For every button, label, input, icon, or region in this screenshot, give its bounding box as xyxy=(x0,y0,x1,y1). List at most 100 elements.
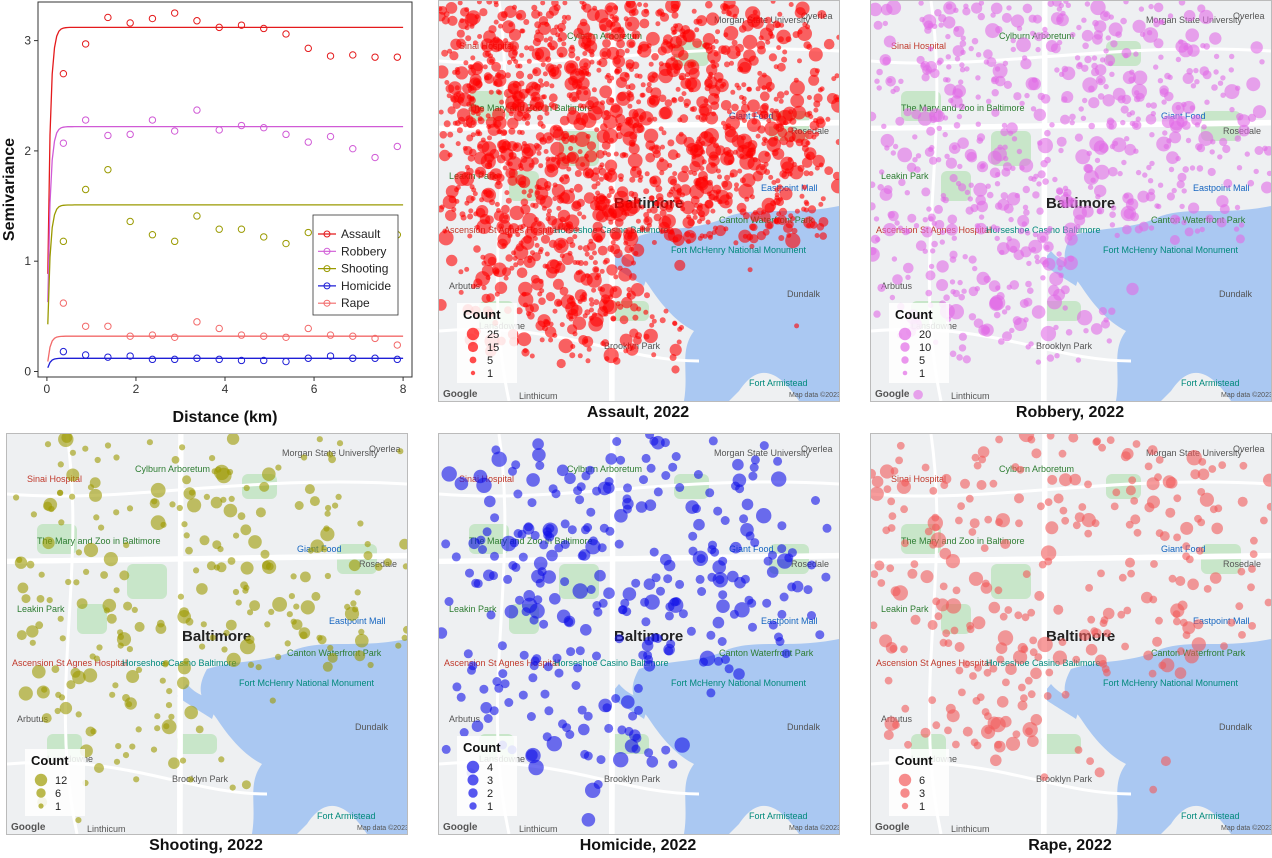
crime-point xyxy=(264,621,271,628)
crime-point xyxy=(773,135,779,141)
crime-point xyxy=(221,646,228,653)
crime-point xyxy=(985,183,991,189)
crime-point xyxy=(901,704,910,713)
crime-point xyxy=(324,510,331,517)
crime-point xyxy=(968,571,984,586)
crime-point xyxy=(776,91,785,99)
crime-point xyxy=(1026,260,1032,267)
crime-point xyxy=(802,22,808,27)
crime-point xyxy=(607,245,615,253)
crime-point xyxy=(1027,735,1039,747)
crime-point xyxy=(1235,602,1244,611)
crime-point xyxy=(636,99,642,105)
point-assault xyxy=(81,40,90,48)
crime-point xyxy=(619,333,633,347)
point-assault xyxy=(260,24,268,33)
crime-point xyxy=(94,456,101,464)
crime-point xyxy=(775,22,781,28)
legend-key xyxy=(38,803,44,809)
crime-point xyxy=(1056,16,1062,23)
crime-point xyxy=(1002,162,1012,172)
crime-point xyxy=(886,564,895,573)
crime-point xyxy=(1177,647,1185,656)
crime-point xyxy=(901,539,909,548)
crime-point xyxy=(910,614,921,625)
crime-point xyxy=(921,463,930,472)
crime-point xyxy=(519,28,525,34)
crime-point xyxy=(223,629,230,636)
crime-point xyxy=(324,572,331,580)
crime-point xyxy=(1033,108,1046,122)
point-rape xyxy=(282,333,290,341)
map-label-arbutus: Arbutus xyxy=(17,714,49,724)
crime-point xyxy=(749,463,759,472)
crime-point xyxy=(747,267,753,273)
crime-point xyxy=(526,749,538,761)
crime-point xyxy=(639,18,650,29)
crime-point xyxy=(936,125,942,131)
crime-point xyxy=(992,63,1008,79)
crime-point xyxy=(803,585,813,595)
crime-point xyxy=(508,127,516,135)
crime-point xyxy=(641,9,650,18)
crime-point xyxy=(706,191,712,197)
crime-point xyxy=(83,568,90,575)
crime-point xyxy=(472,40,478,46)
crime-point xyxy=(1074,133,1083,142)
map-label-linthicum: Linthicum xyxy=(87,824,126,834)
point-assault xyxy=(193,17,201,25)
crime-point xyxy=(497,641,507,651)
crime-point xyxy=(462,145,468,151)
crime-point xyxy=(479,197,485,203)
crime-point xyxy=(972,265,978,272)
crime-point xyxy=(801,145,809,152)
crime-point xyxy=(989,296,1003,310)
crime-point xyxy=(950,95,963,108)
crime-point xyxy=(1103,48,1109,54)
crime-point xyxy=(526,58,532,64)
crime-point xyxy=(741,100,747,105)
crime-point xyxy=(924,26,932,34)
crime-point xyxy=(1186,68,1193,75)
crime-point xyxy=(217,546,224,553)
crime-point xyxy=(1097,93,1105,100)
crime-point xyxy=(1176,180,1185,189)
crime-point xyxy=(752,9,758,15)
crime-point xyxy=(542,570,556,584)
crime-point xyxy=(1125,557,1135,568)
crime-point xyxy=(1092,19,1099,27)
crime-point xyxy=(1196,546,1204,555)
crime-point xyxy=(518,281,533,297)
crime-point xyxy=(554,543,564,553)
point-shooting xyxy=(126,217,134,226)
crime-point xyxy=(814,233,820,238)
crime-point xyxy=(813,118,819,123)
crime-point xyxy=(1132,19,1146,33)
crime-point xyxy=(930,68,940,79)
crime-point xyxy=(225,619,237,631)
crime-point xyxy=(962,355,971,364)
crime-point xyxy=(1108,307,1116,315)
crime-point xyxy=(617,173,624,180)
crime-point xyxy=(940,192,947,199)
crime-point xyxy=(508,223,520,234)
crime-point xyxy=(733,186,739,192)
crime-point xyxy=(777,11,783,17)
crime-point xyxy=(1034,254,1040,260)
crime-point xyxy=(484,495,496,508)
crime-point xyxy=(1022,204,1029,210)
crime-point xyxy=(1055,187,1064,195)
crime-point xyxy=(890,88,896,95)
crime-point xyxy=(245,635,255,645)
crime-point xyxy=(467,154,475,162)
crime-point xyxy=(883,35,896,48)
crime-point xyxy=(635,218,641,224)
point-rape xyxy=(104,322,112,330)
crime-point xyxy=(1034,653,1043,661)
crime-point xyxy=(922,217,928,223)
crime-point xyxy=(228,495,235,502)
crime-point xyxy=(1235,85,1241,91)
crime-point xyxy=(1169,235,1180,245)
legend-key xyxy=(467,341,479,353)
